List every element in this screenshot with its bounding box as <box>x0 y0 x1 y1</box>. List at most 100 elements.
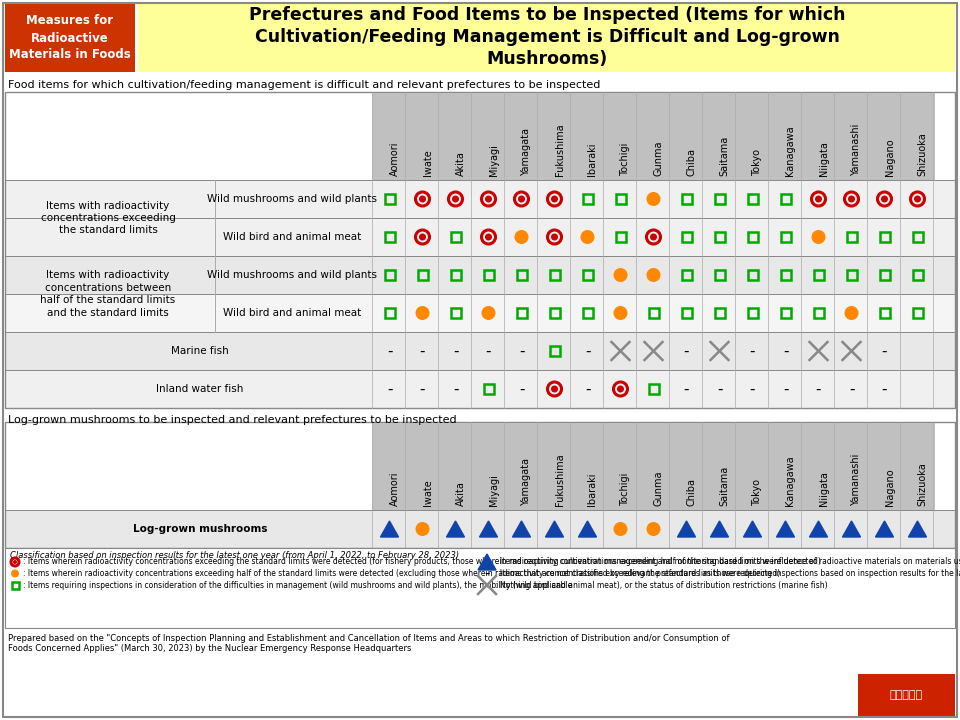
Circle shape <box>13 560 17 564</box>
Text: Chiba: Chiba <box>686 478 697 506</box>
Text: Iwate: Iwate <box>422 149 433 176</box>
Bar <box>5 180 955 256</box>
Text: Prepared based on the "Concepts of Inspection Planning and Establishment and Can: Prepared based on the "Concepts of Inspe… <box>8 634 730 654</box>
Text: : Items wherein radioactivity concentrations exceeding the standard limits were : : Items wherein radioactivity concentrat… <box>23 557 821 567</box>
Circle shape <box>515 230 529 244</box>
Text: Wild mushrooms and wild plants: Wild mushrooms and wild plants <box>207 194 377 204</box>
Bar <box>615 232 626 242</box>
Text: Inland water fish: Inland water fish <box>156 384 244 394</box>
Bar <box>12 582 18 588</box>
Text: -: - <box>486 343 492 359</box>
Text: Miyagi: Miyagi <box>489 474 498 506</box>
Bar <box>913 270 923 280</box>
Polygon shape <box>908 521 926 537</box>
Bar <box>5 4 135 72</box>
Circle shape <box>581 230 594 244</box>
Text: Wild bird and animal meat: Wild bird and animal meat <box>223 232 361 242</box>
Polygon shape <box>678 521 695 537</box>
Text: Tokyo: Tokyo <box>753 479 762 506</box>
Bar <box>484 384 493 394</box>
Text: : Items requiring cultivation management and monitoring based on the influence o: : Items requiring cultivation management… <box>495 557 960 567</box>
Text: -: - <box>684 382 689 397</box>
Text: -: - <box>782 343 788 359</box>
Polygon shape <box>809 521 828 537</box>
Text: Kanagawa: Kanagawa <box>785 455 796 506</box>
Text: Yamagata: Yamagata <box>521 458 532 506</box>
Bar <box>372 422 935 510</box>
Text: Nagano: Nagano <box>884 138 895 176</box>
Text: -: - <box>684 343 689 359</box>
Circle shape <box>419 233 426 240</box>
Text: -: - <box>453 343 458 359</box>
Circle shape <box>646 268 660 282</box>
Bar <box>879 308 890 318</box>
Bar <box>138 4 955 72</box>
Circle shape <box>613 522 628 536</box>
Text: : Nothing applicable: : Nothing applicable <box>495 580 572 590</box>
Polygon shape <box>777 521 795 537</box>
Text: Classification based on inspection results for the latest one year (from April 1: Classification based on inspection resul… <box>10 551 459 560</box>
Polygon shape <box>380 521 398 537</box>
Text: -: - <box>849 382 854 397</box>
Bar <box>450 232 461 242</box>
Text: Wild mushrooms and wild plants: Wild mushrooms and wild plants <box>207 270 377 280</box>
Bar <box>649 308 659 318</box>
Circle shape <box>613 268 628 282</box>
Bar <box>714 308 725 318</box>
Bar <box>5 422 955 548</box>
Text: Wild bird and animal meat: Wild bird and animal meat <box>223 308 361 318</box>
Text: Ibaraki: Ibaraki <box>588 472 597 506</box>
Text: Gunma: Gunma <box>654 140 663 176</box>
Text: Aomori: Aomori <box>390 142 399 176</box>
Bar <box>549 346 560 356</box>
Bar <box>682 194 691 204</box>
Circle shape <box>650 233 657 240</box>
Bar <box>372 92 935 180</box>
Bar <box>813 308 824 318</box>
Polygon shape <box>579 521 596 537</box>
Circle shape <box>416 522 429 536</box>
Text: Ibaraki: Ibaraki <box>588 143 597 176</box>
Text: -: - <box>420 343 425 359</box>
Text: -: - <box>387 382 393 397</box>
Circle shape <box>617 385 624 392</box>
Polygon shape <box>478 554 496 570</box>
Circle shape <box>613 306 628 320</box>
Text: Yamanashi: Yamanashi <box>852 454 861 506</box>
Bar <box>714 194 725 204</box>
Bar <box>385 232 395 242</box>
Polygon shape <box>479 521 497 537</box>
Text: -: - <box>420 382 425 397</box>
Circle shape <box>452 196 459 202</box>
Text: : Items requiring inspections in consideration of the difficulties in management: : Items requiring inspections in conside… <box>23 580 828 590</box>
Bar <box>549 308 560 318</box>
Bar <box>5 256 955 294</box>
Text: Miyagi: Miyagi <box>489 144 498 176</box>
Text: -: - <box>881 343 887 359</box>
Circle shape <box>419 196 426 202</box>
Text: Nagano: Nagano <box>884 469 895 506</box>
Text: -: - <box>816 382 821 397</box>
Text: -: - <box>750 382 756 397</box>
Text: 厚生労働省: 厚生労働省 <box>889 690 923 700</box>
Bar <box>714 232 725 242</box>
Text: Measures for
Radioactive
Materials in Foods: Measures for Radioactive Materials in Fo… <box>10 14 131 61</box>
Text: -: - <box>453 382 458 397</box>
Bar <box>583 194 592 204</box>
Text: Marine fish: Marine fish <box>171 346 228 356</box>
Bar <box>484 270 493 280</box>
Text: Fukushima: Fukushima <box>555 454 564 506</box>
Text: Akita: Akita <box>455 151 466 176</box>
Text: Tokyo: Tokyo <box>753 149 762 176</box>
Text: -: - <box>585 343 590 359</box>
Circle shape <box>811 230 826 244</box>
Text: Akita: Akita <box>455 481 466 506</box>
Bar <box>682 308 691 318</box>
Bar <box>5 92 955 408</box>
Bar <box>649 384 659 394</box>
Bar <box>5 294 955 332</box>
Text: -: - <box>717 382 722 397</box>
Text: Kanagawa: Kanagawa <box>785 125 796 176</box>
Text: Aomori: Aomori <box>390 472 399 506</box>
Circle shape <box>551 196 558 202</box>
